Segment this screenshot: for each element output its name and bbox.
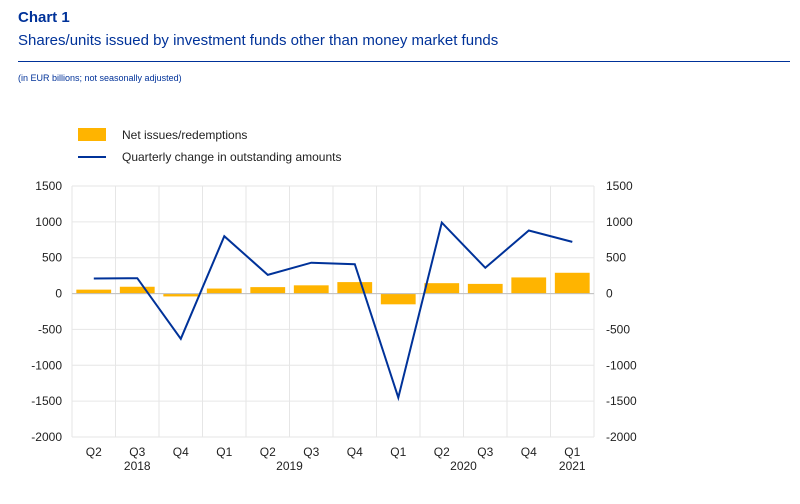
y-tick-label-right: 0 [606, 287, 613, 301]
bar-net-issues [119, 286, 155, 294]
x-tick-label: Q3 [303, 445, 319, 459]
y-tick-label-left: 1000 [35, 215, 62, 229]
x-year-label: 2018 [124, 459, 151, 473]
x-year-label: 2020 [450, 459, 477, 473]
bar-net-issues [206, 288, 242, 294]
y-tick-label-right: 500 [606, 251, 626, 265]
legend-swatch-bar [78, 128, 106, 141]
bar-net-issues [76, 289, 112, 294]
title-rule [18, 61, 790, 62]
y-tick-label-left: 0 [55, 287, 62, 301]
x-tick-label: Q2 [260, 445, 276, 459]
x-tick-label: Q1 [216, 445, 232, 459]
bar-net-issues [467, 283, 503, 294]
y-tick-label-right: -2000 [606, 430, 637, 444]
x-tick-label: Q4 [521, 445, 537, 459]
bar-net-issues [250, 287, 286, 294]
y-tick-label-left: -1000 [31, 358, 62, 372]
y-tick-label-left: -500 [38, 322, 62, 336]
bar-net-issues [163, 293, 199, 297]
bar-net-issues [554, 272, 590, 294]
y-tick-label-right: -1000 [606, 358, 637, 372]
y-tick-label-left: -2000 [31, 430, 62, 444]
y-tick-label-left: 500 [42, 251, 62, 265]
chart-subtitle: (in EUR billions; not seasonally adjuste… [18, 73, 182, 83]
x-tick-label: Q3 [477, 445, 493, 459]
x-tick-label: Q4 [347, 445, 363, 459]
bar-net-issues [511, 277, 547, 294]
x-year-label: 2019 [276, 459, 303, 473]
x-tick-label: Q1 [564, 445, 580, 459]
x-tick-label: Q1 [390, 445, 406, 459]
chart-title: Shares/units issued by investment funds … [18, 32, 499, 49]
line-quarterly-change [93, 220, 573, 402]
bar-net-issues [424, 283, 460, 294]
legend-label-bar: Net issues/redemptions [122, 128, 247, 142]
y-tick-label-right: -500 [606, 322, 630, 336]
y-tick-label-right: 1500 [606, 179, 633, 193]
y-tick-label-right: 1000 [606, 215, 633, 229]
chart-number: Chart 1 [18, 9, 70, 26]
bar-net-issues [380, 293, 416, 305]
legend-label-line: Quarterly change in outstanding amounts [122, 150, 341, 164]
x-tick-label: Q2 [86, 445, 102, 459]
y-tick-label-right: -1500 [606, 394, 637, 408]
x-tick-label: Q4 [173, 445, 189, 459]
bar-net-issues [293, 285, 329, 294]
y-tick-label-left: -1500 [31, 394, 62, 408]
x-year-label: 2021 [559, 459, 586, 473]
x-tick-label: Q3 [129, 445, 145, 459]
y-tick-label-left: 1500 [35, 179, 62, 193]
x-tick-label: Q2 [434, 445, 450, 459]
bar-net-issues [337, 282, 373, 294]
